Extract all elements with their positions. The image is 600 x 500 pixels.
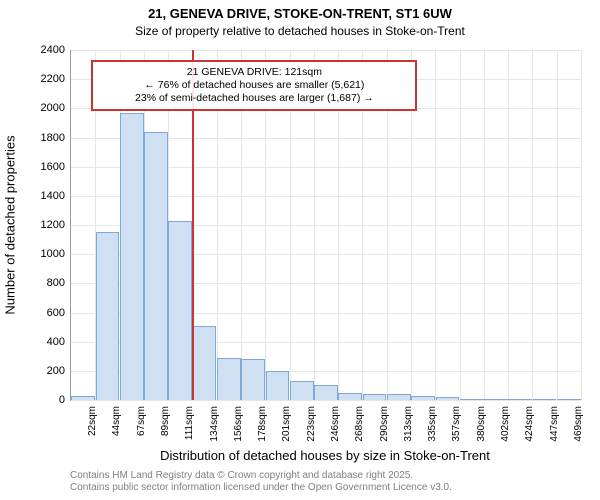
histogram-bar [144,132,168,400]
xtick-label: 469sqm [573,406,584,442]
x-axis-label: Distribution of detached houses by size … [70,448,580,463]
xtick-label: 290sqm [379,406,390,442]
ytick-label: 200 [47,365,65,377]
ytick-label: 600 [47,307,65,319]
callout-box: 21 GENEVA DRIVE: 121sqm← 76% of detached… [91,60,417,111]
ytick-label: 1400 [41,190,65,202]
y-axis-label: Number of detached properties [3,135,18,314]
histogram-bar [338,393,362,400]
histogram-bar [508,399,532,400]
xtick-label: 223sqm [306,406,317,442]
histogram-bar [71,396,95,400]
histogram-bar [168,221,192,400]
xtick-label: 380sqm [476,406,487,442]
histogram-bar [411,396,435,400]
histogram-bar [96,232,120,400]
xtick-label: 447sqm [549,406,560,442]
footer-line-1: Contains HM Land Registry data © Crown c… [70,470,452,482]
plot-area: 0200400600800100012001400160018002000220… [70,50,581,401]
xtick-label: 111sqm [184,406,195,440]
xtick-label: 89sqm [160,406,171,436]
gridline-v [484,50,485,400]
ytick-label: 2000 [41,102,65,114]
xtick-label: 178sqm [257,406,268,442]
xtick-label: 402sqm [500,406,511,442]
ytick-label: 400 [47,336,65,348]
ytick-label: 800 [47,277,65,289]
xtick-label: 201sqm [281,406,292,442]
xtick-label: 22sqm [87,406,98,436]
xtick-label: 44sqm [111,406,122,436]
callout-line-3: 23% of semi-detached houses are larger (… [101,92,407,105]
callout-line-1: 21 GENEVA DRIVE: 121sqm [101,66,407,79]
histogram-bar [533,399,557,400]
gridline-v [581,50,582,400]
xtick-label: 67sqm [136,406,147,436]
callout-line-2: ← 76% of detached houses are smaller (5,… [101,79,407,92]
gridline-h [71,50,581,51]
ytick-label: 0 [59,394,65,406]
gridline-v [532,50,533,400]
histogram-bar [266,371,290,400]
gridline-v [435,50,436,400]
chart-title: 21, GENEVA DRIVE, STOKE-ON-TRENT, ST1 6U… [0,6,600,22]
xtick-label: 268sqm [354,406,365,442]
histogram-bar [460,399,484,400]
ytick-label: 1600 [41,161,65,173]
xtick-label: 134sqm [209,406,220,442]
xtick-label: 424sqm [524,406,535,442]
histogram-bar [241,359,265,400]
xtick-label: 335sqm [427,406,438,442]
gridline-v [460,50,461,400]
ytick-label: 2200 [41,73,65,85]
histogram-bar [363,394,387,400]
xtick-label: 156sqm [233,406,244,442]
xtick-label: 313sqm [403,406,414,442]
histogram-bar [120,113,144,400]
histogram-bar [387,394,411,400]
ytick-label: 2400 [41,44,65,56]
histogram-bar [290,381,314,400]
gridline-h [71,400,581,401]
histogram-bar [557,399,581,400]
footer-attribution: Contains HM Land Registry data © Crown c… [70,470,452,494]
footer-line-2: Contains public sector information licen… [70,482,452,494]
ytick-label: 1200 [41,219,65,231]
gridline-v [508,50,509,400]
histogram-bar [193,326,217,400]
ytick-label: 1800 [41,132,65,144]
histogram-bar [217,358,241,400]
chart-container: { "title": "21, GENEVA DRIVE, STOKE-ON-T… [0,0,600,500]
chart-subtitle: Size of property relative to detached ho… [0,24,600,38]
histogram-bar [314,385,338,400]
histogram-bar [436,397,460,400]
ytick-label: 1000 [41,248,65,260]
xtick-label: 246sqm [330,406,341,442]
xtick-label: 357sqm [451,406,462,442]
gridline-v [557,50,558,400]
histogram-bar [484,399,508,400]
